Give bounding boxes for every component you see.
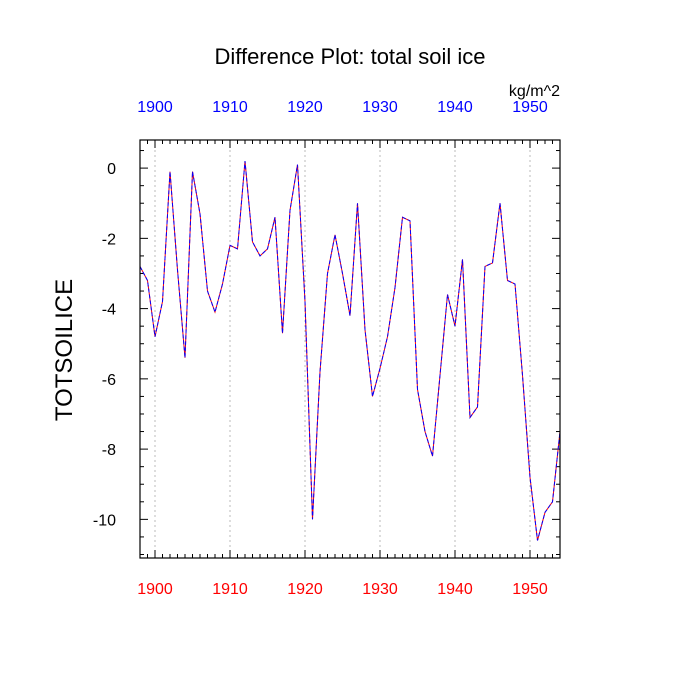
units-label: kg/m^2: [509, 83, 560, 100]
tick-layer: [139, 140, 561, 558]
label-layer: 1900 1900 1910 1910 1920 1920 1930 1930 1940 1940…: [93, 99, 548, 598]
y-axis-label: TOTSOILICE: [51, 279, 78, 421]
x-tick-label-bottom: 1910: [212, 581, 248, 598]
y-tick-label: 0: [107, 161, 116, 178]
plot-frame: [139, 139, 561, 559]
x-tick-label-bottom: 1950: [512, 581, 548, 598]
y-tick-label: -8: [102, 442, 116, 459]
y-tick-label: -4: [102, 302, 116, 319]
y-tick-label: -6: [102, 372, 116, 389]
x-tick-label-top: 1940: [437, 99, 473, 116]
x-tick-label-bottom: 1920: [287, 581, 323, 598]
series-line-a: [139, 161, 561, 541]
x-tick-label-top: 1900: [137, 99, 173, 116]
series-line-b: [139, 161, 561, 541]
x-tick-label-top: 1910: [212, 99, 248, 116]
grid-layer: [154, 140, 531, 558]
x-tick-label-top: 1950: [512, 99, 548, 116]
y-tick-label: -2: [102, 231, 116, 248]
x-tick-label-top: 1930: [362, 99, 398, 116]
x-tick-label-bottom: 1900: [137, 581, 173, 598]
chart-title: Difference Plot: total soil ice: [214, 44, 485, 69]
x-tick-label-top: 1920: [287, 99, 323, 116]
series-layer: [139, 161, 561, 541]
x-tick-label-bottom: 1940: [437, 581, 473, 598]
y-tick-label: -10: [93, 512, 116, 529]
x-tick-label-bottom: 1930: [362, 581, 398, 598]
